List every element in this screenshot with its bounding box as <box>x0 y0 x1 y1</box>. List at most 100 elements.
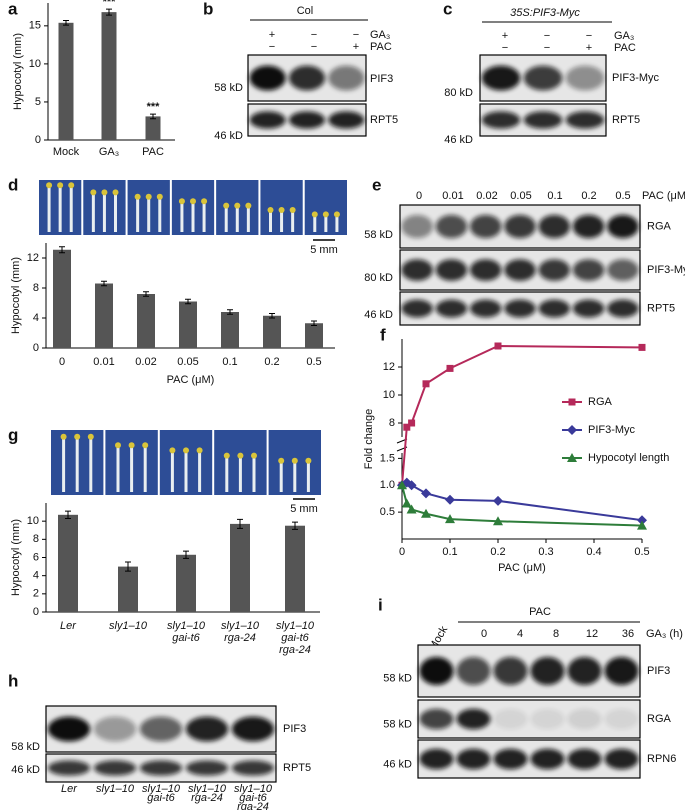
x-tick-label: 0.2 <box>490 546 505 558</box>
cotyledon <box>142 442 149 449</box>
cotyledon <box>333 211 340 218</box>
x-tick-label: GA₃ <box>99 146 119 158</box>
legend-label: Hypocotyl length <box>588 452 669 464</box>
blot-band <box>401 259 433 281</box>
blot-band <box>493 656 528 686</box>
blot-label: 0.02 <box>476 190 497 202</box>
cotyledon <box>311 211 318 218</box>
blot-label: 0.5 <box>615 190 630 202</box>
blot-band <box>419 656 454 686</box>
cotyledon <box>87 433 94 440</box>
blot-label: PAC (μM) <box>642 190 685 202</box>
blot-band <box>401 214 433 239</box>
error-bar <box>143 291 149 297</box>
blot-label: GA₃ (h) <box>646 628 683 640</box>
blot-band <box>572 214 605 239</box>
blot-label: 80 kD <box>444 87 473 99</box>
blot-band <box>435 299 468 318</box>
cotyledon <box>128 442 135 449</box>
blot-label: − <box>544 30 550 42</box>
blot-band <box>604 708 639 730</box>
blot-band <box>538 259 571 281</box>
blot-label: sly1–10 <box>234 783 273 795</box>
blot-band <box>139 760 183 776</box>
cotyledon <box>90 189 97 196</box>
marker <box>421 488 431 499</box>
blot-label: + <box>502 30 508 42</box>
blot-label: PIF3-Myc <box>647 264 685 276</box>
panel-letter: h <box>8 671 18 690</box>
blot-label: gai-t6 <box>147 792 175 804</box>
y-tick-label: 0 <box>33 606 39 618</box>
blot-band <box>328 65 365 91</box>
blot-label: sly1–10 <box>188 783 227 795</box>
blot-band <box>481 65 521 91</box>
blot-label: − <box>502 42 508 54</box>
y-tick-label: 5 <box>35 96 41 108</box>
blot-band <box>231 760 275 776</box>
x-tick-label: 0 <box>59 356 65 368</box>
x-tick-label: sly1–10 <box>109 620 148 632</box>
marker <box>494 342 502 350</box>
blot-label: 0 <box>481 628 487 640</box>
series-line <box>401 481 643 522</box>
blot-label: 46 kD <box>444 134 473 146</box>
blot-label: − <box>311 41 317 53</box>
bar <box>95 283 113 348</box>
x-tick-label: gai-t6 <box>281 632 309 644</box>
blot-label: 46 kD <box>11 764 40 776</box>
marker <box>493 516 503 526</box>
blot-label: RPT5 <box>612 114 640 126</box>
blot-label: RGA <box>647 220 672 232</box>
blot-label: + <box>269 29 275 41</box>
blot-band <box>139 716 183 742</box>
blot-strip <box>417 739 641 779</box>
blot-band <box>435 214 468 239</box>
blot-label: sly1–10 <box>142 783 181 795</box>
x-tick-label: 0.2 <box>264 356 279 368</box>
blot-label: 8 <box>553 628 559 640</box>
blot-band <box>567 656 602 686</box>
blot-band <box>538 299 571 318</box>
marker <box>568 398 576 406</box>
panel-letter: e <box>372 175 381 194</box>
bar <box>179 301 197 348</box>
cotyledon <box>289 207 296 213</box>
cotyledon <box>112 189 119 196</box>
blot-band <box>604 748 639 770</box>
cotyledon <box>145 193 152 200</box>
marker <box>421 508 431 518</box>
error-bar <box>125 561 131 572</box>
blot-label: RPT5 <box>370 114 398 126</box>
blot-band <box>504 214 536 239</box>
cotyledon <box>278 457 285 464</box>
blot-label: 58 kD <box>11 741 40 753</box>
cotyledon <box>178 198 185 205</box>
bar <box>53 249 71 348</box>
marker <box>401 498 412 508</box>
marker <box>567 425 577 435</box>
cotyledon <box>169 447 176 454</box>
bar <box>58 514 78 612</box>
blot-label: − <box>269 41 275 53</box>
cotyledon <box>46 182 53 189</box>
marker <box>397 480 407 490</box>
marker <box>638 343 646 351</box>
blot-band <box>401 299 433 318</box>
scale-bar-label: 5 mm <box>310 244 338 256</box>
marker <box>493 495 503 506</box>
blot-band <box>93 760 137 776</box>
blot-label: rga-24 <box>237 801 269 810</box>
blot-label: PIF3 <box>647 665 670 677</box>
blot-label: 0.01 <box>442 190 463 202</box>
cotyledon <box>234 202 241 209</box>
bar <box>285 525 305 612</box>
error-bar <box>292 521 298 530</box>
blot-label: 58 kD <box>364 229 393 241</box>
y-tick-label: 10 <box>27 515 39 527</box>
blot-band <box>456 656 491 686</box>
panel-letter: d <box>8 175 18 194</box>
blot-label: 58 kD <box>383 719 412 731</box>
y-axis-label: Hypocotyl (mm) <box>12 33 24 110</box>
blot-label: 35S:PIF3-Myc <box>510 7 580 19</box>
